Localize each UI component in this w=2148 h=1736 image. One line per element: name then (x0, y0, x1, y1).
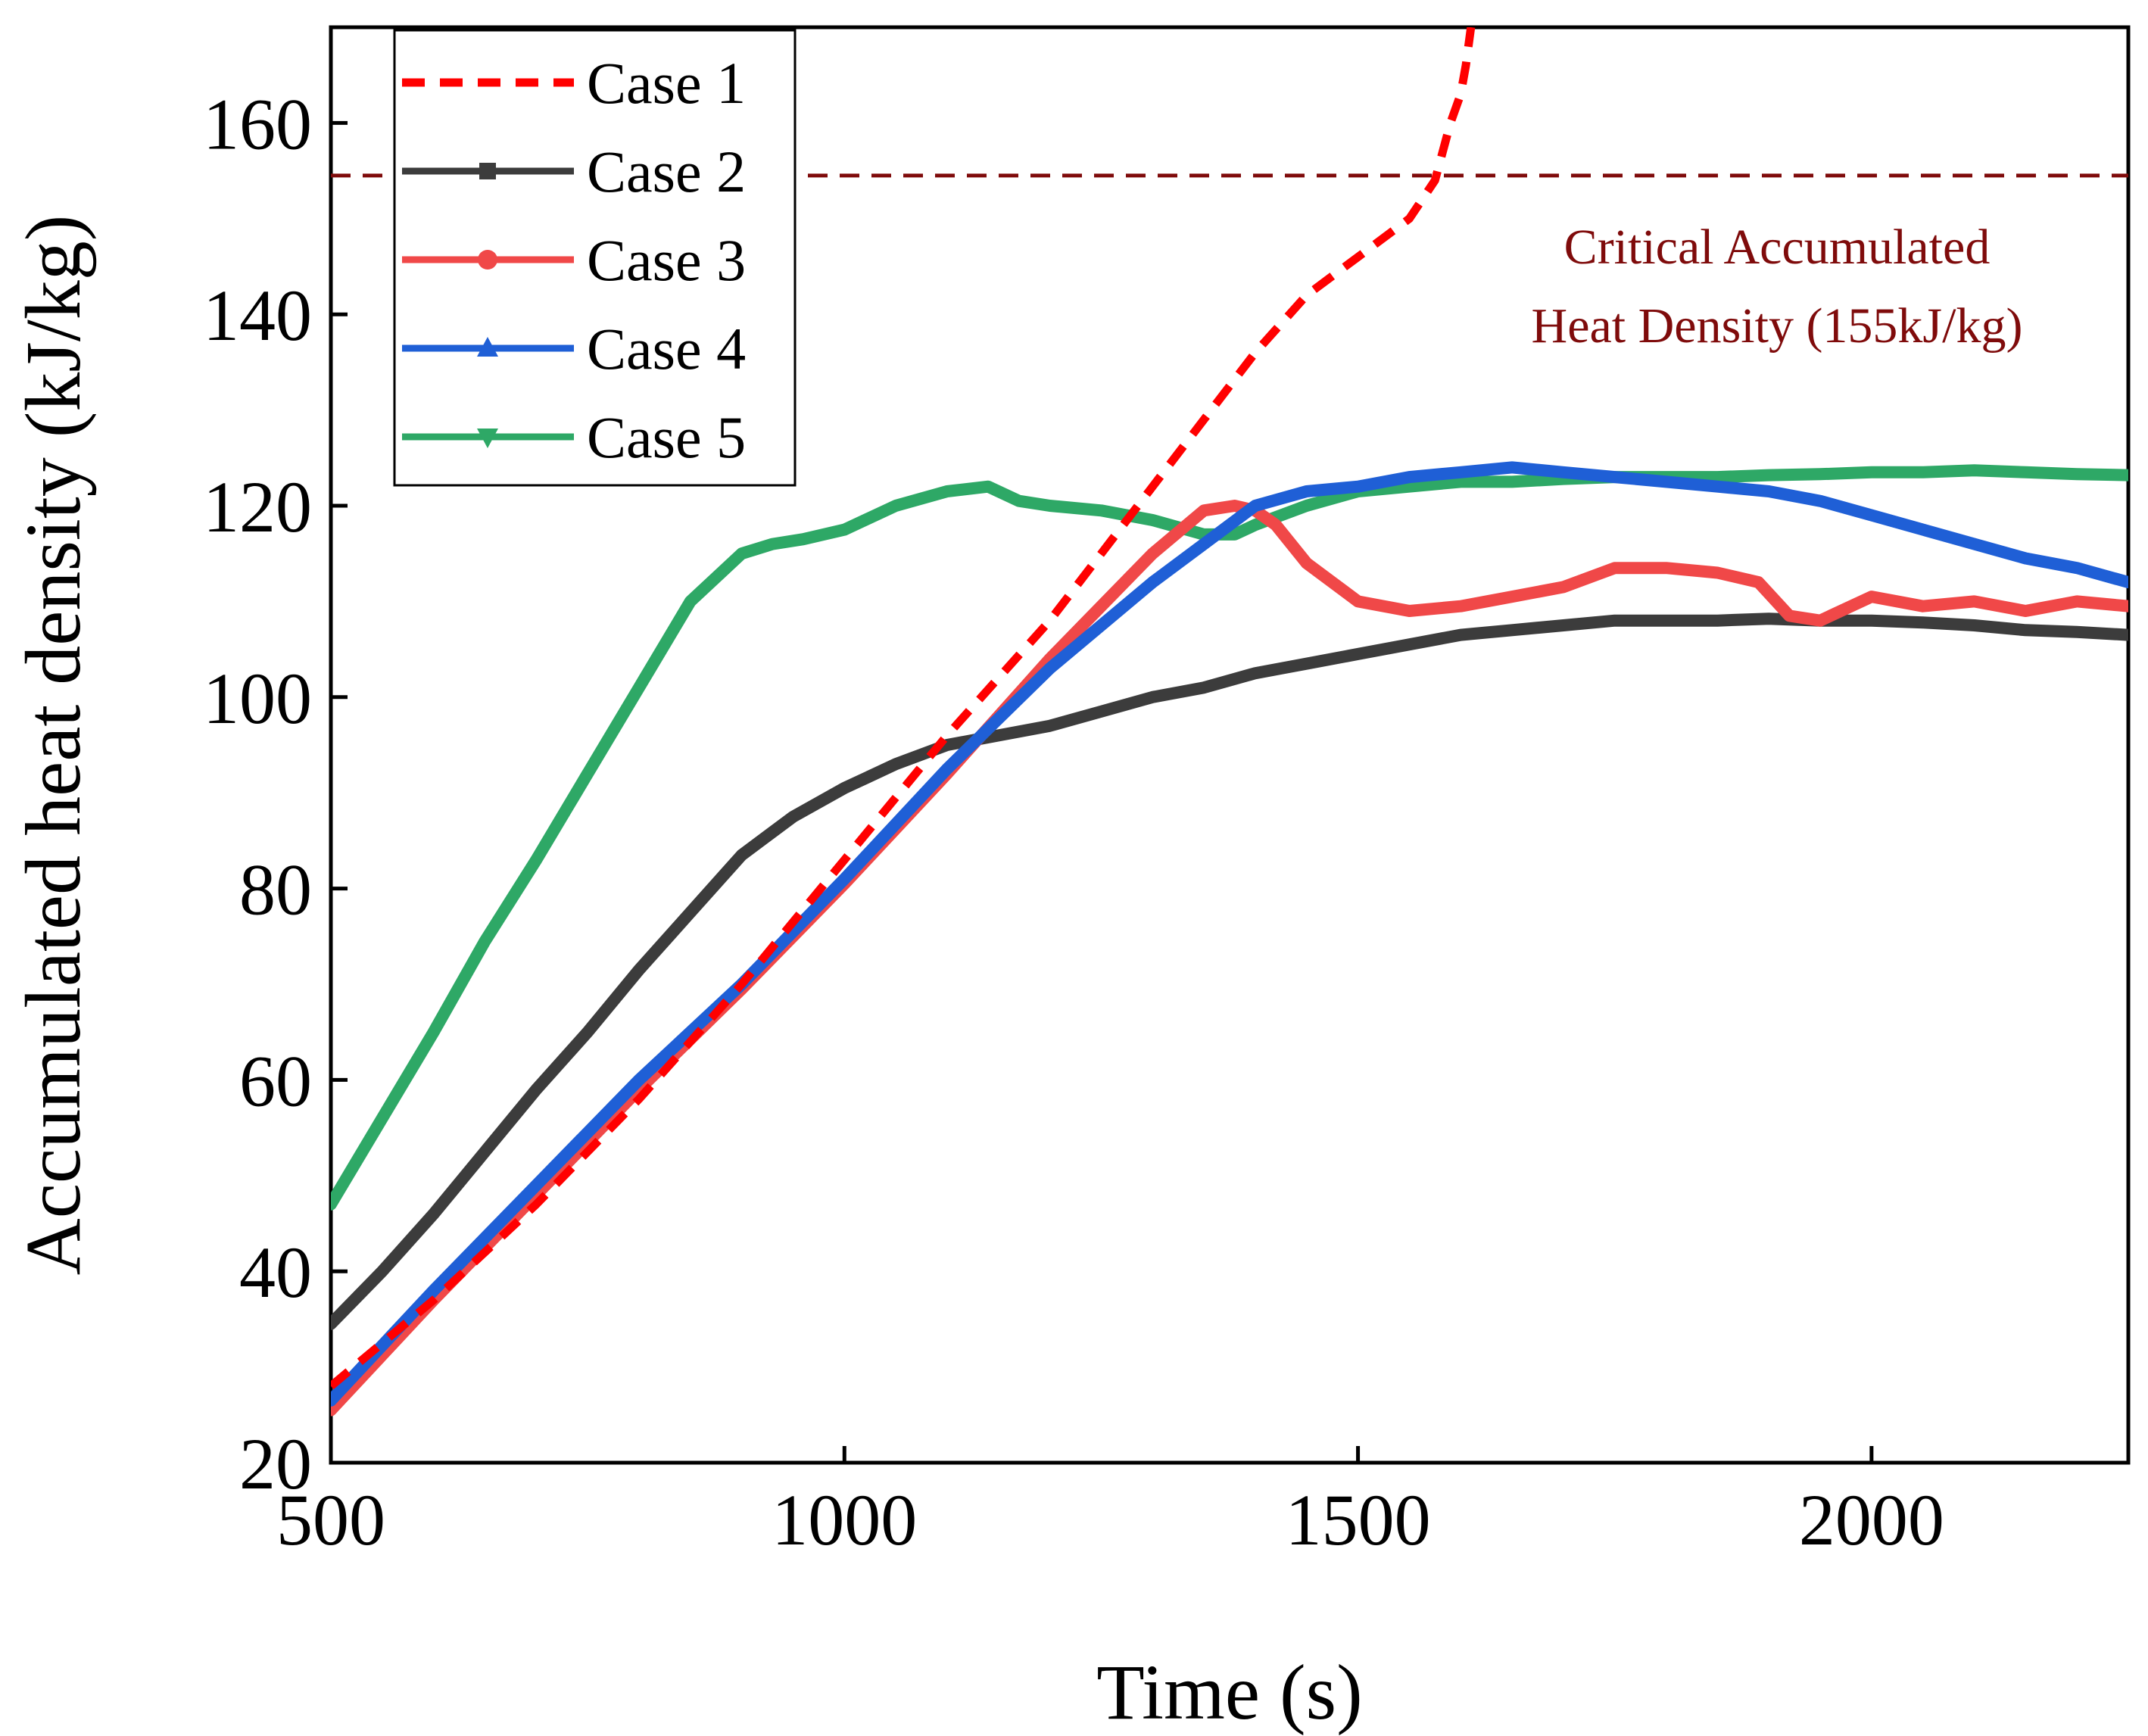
legend-label-case-4: Case 4 (587, 316, 746, 382)
critical-threshold-label-line1: Critical Accumulated (1564, 220, 1991, 275)
legend-marker-triangle-down-icon (477, 429, 498, 448)
series-line-case-4 (331, 461, 2128, 1407)
legend-marker-triangle-up-icon (477, 337, 498, 357)
y-tick-label: 100 (203, 658, 312, 739)
x-tick-label: 2000 (1799, 1479, 1944, 1560)
x-tick-label: 1000 (772, 1479, 917, 1560)
legend-label-case-5: Case 5 (587, 404, 746, 470)
series-line-case-1 (331, 27, 1476, 1390)
series-line-case-5 (331, 464, 2128, 1211)
x-tick-label: 1500 (1286, 1479, 1431, 1560)
series-group (331, 27, 2128, 1417)
y-axis-title: Accumulated heat density (kJ/kg) (10, 215, 97, 1276)
y-tick-label: 40 (239, 1232, 312, 1313)
y-tick-label: 20 (239, 1423, 312, 1504)
legend: Case 1 Case 2 Case 3 Case 4 Case 5 (393, 29, 797, 487)
legend-marker-square-icon (479, 163, 496, 179)
legend-label-case-3: Case 3 (587, 227, 746, 293)
legend-marker-circle-icon (478, 250, 497, 270)
x-axis-title: Time (s) (1096, 1649, 1363, 1736)
plot-frame (329, 25, 2131, 1465)
y-tick-label: 80 (239, 849, 312, 930)
axis-ticks: 500 1000 1500 2000 20 40 60 80 100 120 140 160 (203, 83, 1944, 1560)
x-tick-label: 500 (276, 1479, 385, 1560)
y-tick-label: 140 (203, 275, 312, 356)
series-line-case-3 (331, 500, 2128, 1417)
legend-label-case-1: Case 1 (587, 50, 746, 116)
series-line-case-2 (331, 612, 2128, 1330)
critical-threshold-label-line2: Heat Density (155kJ/kg) (1532, 298, 2023, 354)
y-tick-label: 160 (203, 83, 312, 164)
y-tick-label: 60 (239, 1040, 312, 1121)
legend-label-case-2: Case 2 (587, 139, 746, 204)
y-tick-label: 120 (203, 466, 312, 547)
